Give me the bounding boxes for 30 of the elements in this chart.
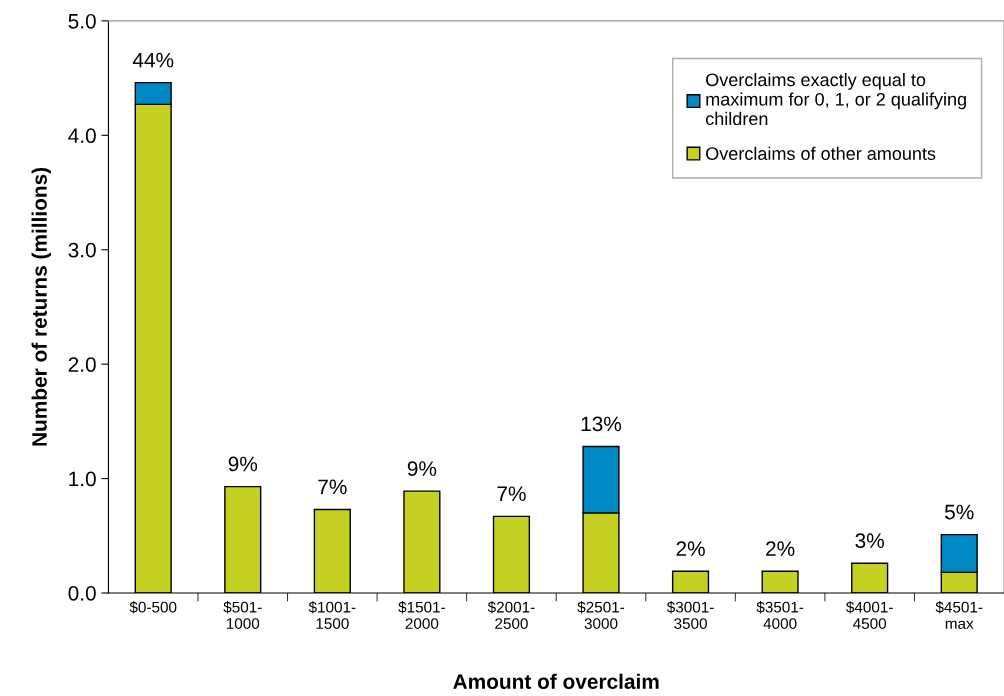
x-tick-label: $2001- 2500 (487, 601, 535, 629)
y-tick-label: 5.0 (68, 13, 96, 29)
y-tick-label: 2.0 (68, 357, 96, 372)
legend-label: Overclaims exactly equal to maximum for 0, 1, or 2 qualifying children (705, 72, 966, 126)
x-tick-label: $4501- max (935, 601, 983, 629)
annotation: 2% (676, 541, 705, 556)
legend-label: Overclaims of other amounts (706, 146, 936, 160)
annotation: 3% (855, 533, 884, 549)
x-tick-label: $4001- 4500 (846, 601, 893, 629)
annotation: 13% (581, 416, 622, 432)
y-tick-label: 3.0 (68, 242, 96, 258)
x-tick-label: $3001- 3500 (666, 601, 714, 629)
annotation: 44% (132, 52, 174, 68)
y-tick-label: 1.0 (69, 471, 96, 487)
y-tick-label: 4.0 (68, 128, 96, 144)
x-tick-label: $1001- 1500 (308, 601, 356, 629)
annotation: 5% (945, 504, 974, 520)
x-axis-title: Amount of overclaim (453, 673, 659, 689)
y-axis-title: Number of returns (millions) (31, 167, 51, 446)
x-tick-label: $2501- 3000 (577, 601, 625, 629)
x-tick-label: $0-500 (129, 601, 177, 614)
y-tick-label: 0.0 (68, 585, 96, 601)
x-tick-label: $1501- 2000 (398, 601, 445, 629)
annotation: 7% (497, 486, 526, 502)
annotation: 9% (407, 461, 437, 476)
annotation: 2% (766, 541, 795, 556)
x-tick-label: $3501- 4000 (756, 601, 804, 629)
x-tick-label: $501- 1000 (223, 601, 262, 629)
annotation: 7% (318, 479, 347, 495)
annotation: 9% (228, 456, 258, 472)
